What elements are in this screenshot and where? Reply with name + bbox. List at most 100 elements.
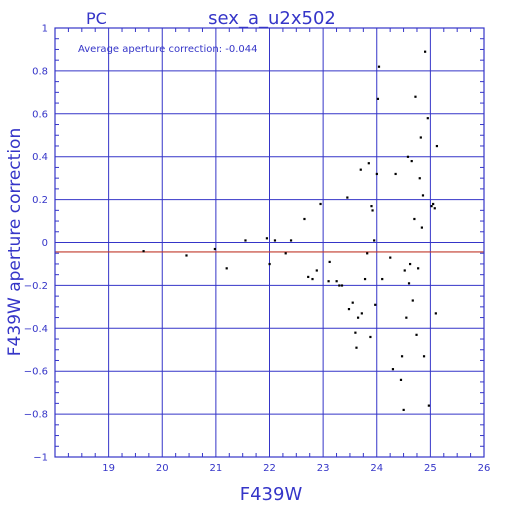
data-point	[420, 226, 423, 229]
average-annotation: Average aperture correction: -0.044	[78, 44, 258, 55]
data-point	[370, 205, 373, 208]
data-point	[419, 136, 422, 139]
y-axis-label: F439W aperture correction	[5, 128, 25, 356]
x-tick-label: 19	[102, 463, 115, 474]
data-point	[303, 217, 306, 221]
data-point	[213, 247, 217, 251]
chart-title: sex_a_u2x502	[208, 8, 336, 29]
data-point	[421, 194, 425, 197]
data-point	[338, 284, 341, 287]
y-tick-label: 0.8	[32, 66, 48, 77]
data-point	[406, 155, 410, 158]
data-point	[335, 280, 338, 283]
data-point	[319, 202, 322, 206]
data-point	[354, 331, 357, 334]
data-point	[373, 239, 376, 242]
data-point	[434, 312, 437, 315]
x-tick-label: 23	[317, 463, 330, 474]
y-tick-label: −0.2	[24, 281, 48, 292]
y-tick-label: 0	[42, 238, 48, 249]
data-point	[430, 205, 433, 208]
x-tick-label: 26	[478, 463, 491, 474]
data-point	[410, 159, 413, 163]
data-point	[433, 207, 436, 210]
data-point	[427, 404, 430, 407]
data-point	[355, 346, 358, 349]
data-point	[363, 277, 367, 281]
data-point	[432, 202, 435, 206]
data-point	[265, 237, 269, 240]
x-tick-label: 21	[210, 463, 223, 474]
data-point	[346, 196, 349, 199]
data-point	[422, 355, 426, 358]
data-point	[356, 316, 360, 319]
data-point	[371, 209, 374, 212]
data-points	[142, 50, 439, 412]
y-tick-label: 0.4	[32, 152, 48, 163]
data-point	[381, 277, 384, 281]
data-point	[418, 177, 421, 180]
data-point	[400, 355, 404, 358]
y-tick-label: 1	[42, 24, 48, 35]
data-point	[289, 239, 293, 242]
data-point	[244, 239, 247, 242]
data-point	[417, 267, 420, 270]
data-point	[415, 333, 418, 336]
data-point	[402, 408, 405, 412]
data-point	[366, 252, 369, 255]
data-point	[374, 303, 377, 306]
y-tick-label: −1	[33, 453, 48, 464]
data-point	[311, 277, 314, 281]
data-point	[284, 252, 287, 255]
data-point	[359, 168, 362, 171]
x-axis-ticks: 19 20 21 22 23 24 25 26	[67, 28, 491, 474]
data-point	[347, 307, 351, 311]
x-axis-label: F439W	[240, 484, 303, 505]
data-point	[367, 162, 370, 165]
data-point	[391, 368, 395, 371]
y-axis-ticks: −1 −0.8 −0.6 −0.4 −0.2 0 0.2 0.4 0.6 0.8 1	[24, 24, 484, 464]
data-point	[426, 117, 429, 120]
x-tick-label: 25	[424, 463, 437, 474]
data-point	[327, 280, 330, 283]
data-point	[376, 97, 380, 100]
data-point	[185, 254, 188, 257]
data-point	[360, 312, 363, 315]
data-point	[351, 301, 354, 304]
y-tick-label: −0.6	[24, 367, 48, 378]
data-point	[369, 335, 372, 339]
y-tick-label: −0.8	[24, 410, 48, 421]
data-point	[414, 95, 417, 98]
data-point	[394, 172, 397, 176]
data-point	[408, 262, 412, 266]
data-point	[142, 250, 145, 253]
panel-label: PC	[86, 9, 107, 28]
x-tick-label: 22	[263, 463, 276, 474]
data-point	[413, 217, 416, 221]
data-point	[403, 269, 406, 272]
data-point	[435, 144, 439, 148]
data-point	[315, 269, 318, 272]
data-point	[307, 275, 310, 279]
data-point	[328, 260, 331, 264]
data-point	[377, 65, 381, 68]
y-tick-label: 0.6	[32, 109, 48, 120]
data-point	[225, 267, 228, 270]
data-point	[407, 282, 411, 285]
x-tick-label: 24	[370, 463, 383, 474]
data-point	[340, 284, 344, 287]
x-tick-label: 20	[156, 463, 169, 474]
data-point	[405, 316, 408, 319]
data-point	[273, 239, 277, 242]
data-point	[375, 172, 378, 176]
data-point	[399, 378, 403, 381]
y-tick-label: 0.2	[32, 195, 48, 206]
data-point	[411, 299, 414, 302]
plot-frame	[54, 27, 485, 458]
data-point	[268, 262, 271, 266]
y-tick-label: −0.4	[24, 324, 48, 335]
data-point	[389, 256, 392, 259]
data-point	[424, 50, 427, 53]
grid-lines	[55, 27, 485, 458]
